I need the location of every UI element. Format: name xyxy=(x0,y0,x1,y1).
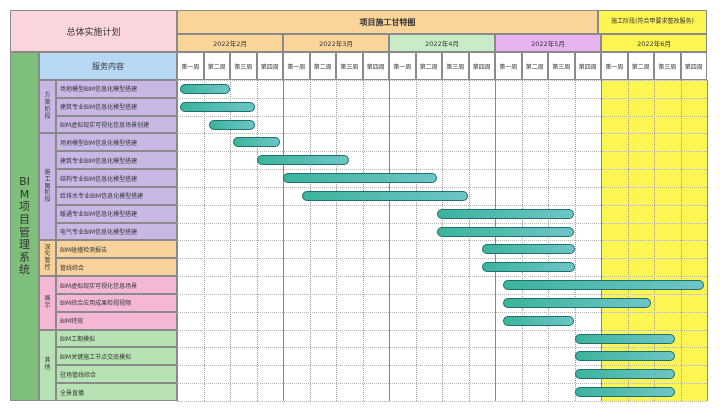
grid-line-horizontal xyxy=(177,151,707,153)
week-header: 第一周 xyxy=(283,52,310,80)
grid-line-horizontal xyxy=(177,169,707,171)
week-header: 第四周 xyxy=(256,52,283,80)
week-header: 第四周 xyxy=(468,52,495,80)
task-label: BIM碰撞检测报告 xyxy=(56,240,177,259)
gantt-bar xyxy=(574,333,676,344)
side-title: BIM项目管理系统 xyxy=(10,52,39,401)
week-header: 第四周 xyxy=(574,52,601,80)
week-header: 第二周 xyxy=(203,52,230,80)
construction-note-header: 施工阶段(符合甲要求整改服务) xyxy=(598,10,707,34)
gantt-bar xyxy=(481,262,575,273)
week-header: 第四周 xyxy=(362,52,389,80)
grid-line-horizontal xyxy=(177,186,707,188)
task-label: 暖通专业BIM信息化模型搭建 xyxy=(56,204,177,223)
week-header: 第二周 xyxy=(415,52,442,80)
task-label: BIM虚拟现实可视化信息场景 xyxy=(56,276,177,294)
grid-line-horizontal xyxy=(177,115,707,117)
task-label: 场地模型BIM信息化模型搭建 xyxy=(56,133,177,152)
week-header: 第一周 xyxy=(389,52,416,80)
month-header: 2022年6月 xyxy=(601,34,707,52)
gantt-bar xyxy=(179,83,230,94)
week-header: 第二周 xyxy=(627,52,654,80)
task-label: 电气专业BIM信息化模型搭建 xyxy=(56,222,177,241)
task-label: 建筑专业BIM信息化模型搭建 xyxy=(56,151,177,170)
grid-line-horizontal xyxy=(177,400,707,402)
gantt-bar xyxy=(436,226,575,237)
gantt-bar xyxy=(502,297,652,308)
week-header: 第三周 xyxy=(548,52,575,80)
grid-line-horizontal xyxy=(177,97,707,99)
grid-line-horizontal xyxy=(177,276,707,278)
week-header: 第三周 xyxy=(442,52,469,80)
gantt-bar xyxy=(502,315,575,326)
gantt-bar xyxy=(179,101,256,112)
grid-line-horizontal xyxy=(177,293,707,295)
grid-line-vertical xyxy=(707,80,708,401)
task-label: 给排水专业BIM信息化模型搭建 xyxy=(56,186,177,205)
gantt-bar xyxy=(208,119,256,130)
gantt-bar xyxy=(256,155,350,166)
grid-line-horizontal xyxy=(177,383,707,385)
gantt-bar xyxy=(301,190,469,201)
month-header: 2022年5月 xyxy=(495,34,601,52)
grid-line-horizontal xyxy=(177,365,707,367)
task-label: 结构专业BIM信息化模型搭建 xyxy=(56,169,177,187)
week-header: 第三周 xyxy=(654,52,681,80)
week-header: 第一周 xyxy=(495,52,522,80)
grid-line-horizontal xyxy=(177,80,707,81)
grid-line-horizontal xyxy=(177,222,707,224)
gantt-bar xyxy=(574,387,676,398)
week-header: 第二周 xyxy=(521,52,548,80)
task-label: BIM关键施工节点交底模拟 xyxy=(56,347,177,366)
week-header: 第三周 xyxy=(336,52,363,80)
month-header: 2022年4月 xyxy=(389,34,495,52)
service-content-header: 服务内容 xyxy=(39,52,177,80)
week-header: 第一周 xyxy=(601,52,628,80)
gantt-bar xyxy=(574,351,676,362)
phase-label: 施工图阶段 xyxy=(39,133,56,241)
grid-line-horizontal xyxy=(177,258,707,260)
grid-line-horizontal xyxy=(177,133,707,135)
task-label: 建筑专业BIM信息化模型搭建 xyxy=(56,97,177,116)
phase-label: 方案阶段 xyxy=(39,80,56,134)
week-header: 第一周 xyxy=(177,52,204,80)
gantt-bar xyxy=(502,280,705,291)
task-label: 驻场管线综合 xyxy=(56,365,177,384)
task-label: 场地模型BIM信息化模型搭建 xyxy=(56,80,177,98)
week-header: 第四周 xyxy=(680,52,707,80)
grid-line-horizontal xyxy=(177,329,707,331)
project-title-header: 项目施工甘特图 xyxy=(177,10,598,34)
gantt-bar xyxy=(436,208,575,219)
task-label: BIM特效 xyxy=(56,311,177,330)
grid-line-horizontal xyxy=(177,204,707,206)
gantt-bar xyxy=(481,244,575,255)
gantt-bar xyxy=(232,137,281,148)
gantt-bar xyxy=(283,173,437,184)
overall-plan-header: 总体实施计划 xyxy=(10,10,177,52)
task-label: BIM虚拟现实可视化信息场景创建 xyxy=(56,115,177,134)
grid-line-horizontal xyxy=(177,240,707,242)
phase-label: 深化管控 xyxy=(39,240,56,277)
phase-label: 展示 xyxy=(39,276,56,330)
phase-label: 其他 xyxy=(39,329,56,401)
week-header: 第二周 xyxy=(309,52,336,80)
task-label: BIM综合应用成果检视视频 xyxy=(56,293,177,312)
month-header: 2022年3月 xyxy=(283,34,389,52)
task-label: 全景直播 xyxy=(56,383,177,401)
grid-line-horizontal xyxy=(177,311,707,313)
month-header: 2022年2月 xyxy=(177,34,283,52)
gantt-bar xyxy=(574,369,676,380)
week-header: 第三周 xyxy=(230,52,257,80)
task-label: BIM工期模拟 xyxy=(56,329,177,348)
grid-line-horizontal xyxy=(177,347,707,349)
task-label: 管线综合 xyxy=(56,258,177,277)
